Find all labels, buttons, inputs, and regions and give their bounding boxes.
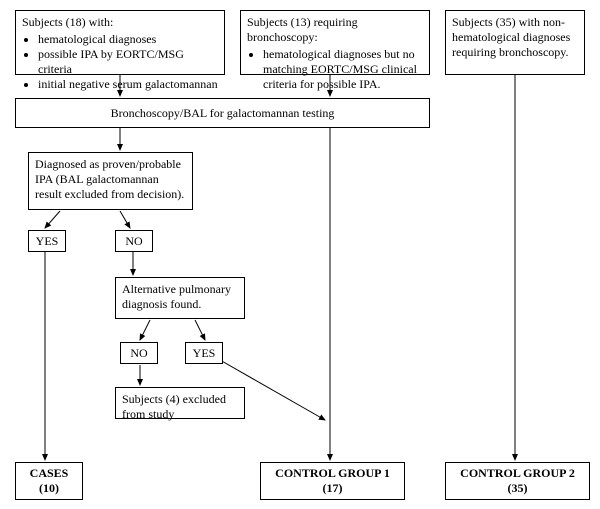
node-bronchoscopy: Bronchoscopy/BAL for galactomannan testi… [15, 98, 430, 128]
node-yes1: YES [28, 230, 66, 252]
node-cases: CASES (10) [15, 462, 83, 500]
node-diagnosed: Diagnosed as proven/probable IPA (BAL ga… [28, 152, 193, 210]
node-subjects35: Subjects (35) with non-hematological dia… [445, 10, 585, 75]
node-control1: CONTROL GROUP 1 (17) [260, 462, 405, 500]
node-no1: NO [115, 230, 153, 252]
node-altdiag: Alternative pulmonary diagnosis found. [115, 277, 245, 319]
node-subjects13-bullets: hematological diagnoses but no matching … [247, 47, 423, 92]
node-yes2: YES [185, 342, 223, 364]
node-subjects18-title: Subjects (18) with: [22, 15, 113, 29]
node-no2: NO [120, 342, 158, 364]
node-subjects18-bullets: hematological diagnoses possible IPA by … [22, 32, 218, 92]
flowchart-canvas: Subjects (18) with: hematological diagno… [0, 0, 600, 509]
node-excluded: Subjects (4) excluded from study [115, 387, 245, 419]
node-control2: CONTROL GROUP 2 (35) [445, 462, 590, 500]
node-subjects18: Subjects (18) with: hematological diagno… [15, 10, 225, 75]
node-subjects35-text: Subjects (35) with non-hematological dia… [452, 15, 570, 59]
node-subjects13-title: Subjects (13) requiring bronchoscopy: [247, 15, 358, 44]
node-subjects13: Subjects (13) requiring bronchoscopy: he… [240, 10, 430, 75]
